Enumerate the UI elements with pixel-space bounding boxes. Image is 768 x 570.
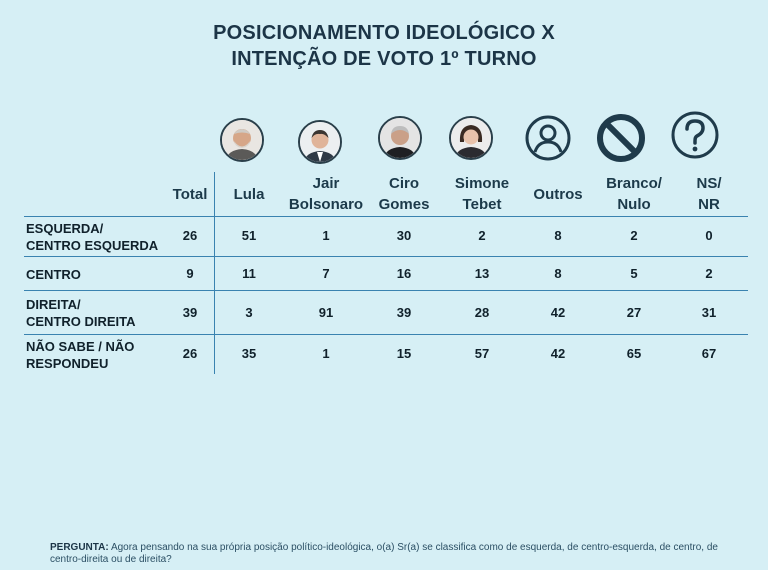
row-divider <box>24 216 748 217</box>
table-cell-ciro: 15 <box>396 346 412 361</box>
table-cell-total: 9 <box>186 266 194 281</box>
row-label-centro: CENTRO <box>26 267 81 282</box>
table-cell-lula: 35 <box>241 346 257 361</box>
lula-photo-icon <box>220 118 264 162</box>
table-cell-outros: 42 <box>550 346 566 361</box>
ciro-photo-icon <box>378 116 422 160</box>
table-cell-bolsonaro: 7 <box>322 266 330 281</box>
title-line-1: POSICIONAMENTO IDEOLÓGICO X <box>213 22 555 44</box>
table-cell-branco: 5 <box>630 266 638 281</box>
table-cell-total: 39 <box>182 305 198 320</box>
col-header-total: Total <box>172 186 208 203</box>
table-cell-lula: 3 <box>245 305 253 320</box>
chart-title: POSICIONAMENTO IDEOLÓGICO X INTENÇÃO DE … <box>0 20 768 72</box>
table-cell-outros: 8 <box>554 266 562 281</box>
row-label-esquerda: ESQUERDA/ CENTRO ESQUERDA <box>26 221 159 253</box>
footnote-text: Agora pensando na sua própria posição po… <box>50 542 718 565</box>
table-cell-branco: 65 <box>626 346 642 361</box>
table-cell-branco: 27 <box>626 305 642 320</box>
table-cell-ciro: 30 <box>396 228 412 243</box>
table-cell-total: 26 <box>182 228 198 243</box>
table-cell-outros: 42 <box>550 305 566 320</box>
table-cell-outros: 8 <box>554 228 562 243</box>
col-header-simone: Simone Tebet <box>454 175 510 213</box>
row-label-direita: DIREITA/ CENTRO DIREITA <box>26 297 136 329</box>
row-divider <box>24 334 748 335</box>
table-cell-ciro: 16 <box>396 266 412 281</box>
table-cell-lula: 51 <box>241 228 257 243</box>
table-cell-bolsonaro: 1 <box>322 228 330 243</box>
table-cell-nsnr: 31 <box>701 305 717 320</box>
table-cell-total: 26 <box>182 346 198 361</box>
title-line-2: INTENÇÃO DE VOTO 1º TURNO <box>231 48 537 70</box>
table-cell-bolsonaro: 91 <box>318 305 334 320</box>
question-circle-icon <box>671 111 719 159</box>
table-cell-nsnr: 67 <box>701 346 717 361</box>
table-cell-branco: 2 <box>630 228 638 243</box>
table-cell-nsnr: 2 <box>705 266 713 281</box>
col-header-lula: Lula <box>233 186 265 203</box>
table-cell-lula: 11 <box>242 266 256 281</box>
user-circle-icon <box>525 115 571 161</box>
table-cell-simone: 13 <box>474 266 490 281</box>
row-divider <box>24 290 748 291</box>
col-header-nsnr: NS/ NR <box>696 175 722 213</box>
table-cell-ciro: 39 <box>396 305 412 320</box>
col-header-ciro: Ciro Gomes <box>378 175 430 213</box>
row-label-nao-sabe: NÃO SABE / NÃO RESPONDEU <box>26 339 135 371</box>
table-cell-simone: 2 <box>478 228 486 243</box>
col-header-bolsonaro: Jair Bolsonaro <box>288 175 364 213</box>
table-cell-nsnr: 0 <box>705 228 713 243</box>
col-header-outros: Outros <box>533 186 583 203</box>
simone-photo-icon <box>449 116 493 160</box>
table-cell-simone: 28 <box>474 305 490 320</box>
footnote-label: PERGUNTA: <box>50 542 109 553</box>
question-footnote: PERGUNTA: Agora pensando na sua própria … <box>50 542 730 566</box>
column-divider <box>214 172 215 374</box>
table-cell-simone: 57 <box>474 346 490 361</box>
col-header-branco: Branco/ Nulo <box>606 175 662 213</box>
prohibited-icon <box>597 114 645 162</box>
table-cell-bolsonaro: 1 <box>322 346 330 361</box>
row-divider <box>24 256 748 257</box>
bolsonaro-photo-icon <box>298 120 342 164</box>
